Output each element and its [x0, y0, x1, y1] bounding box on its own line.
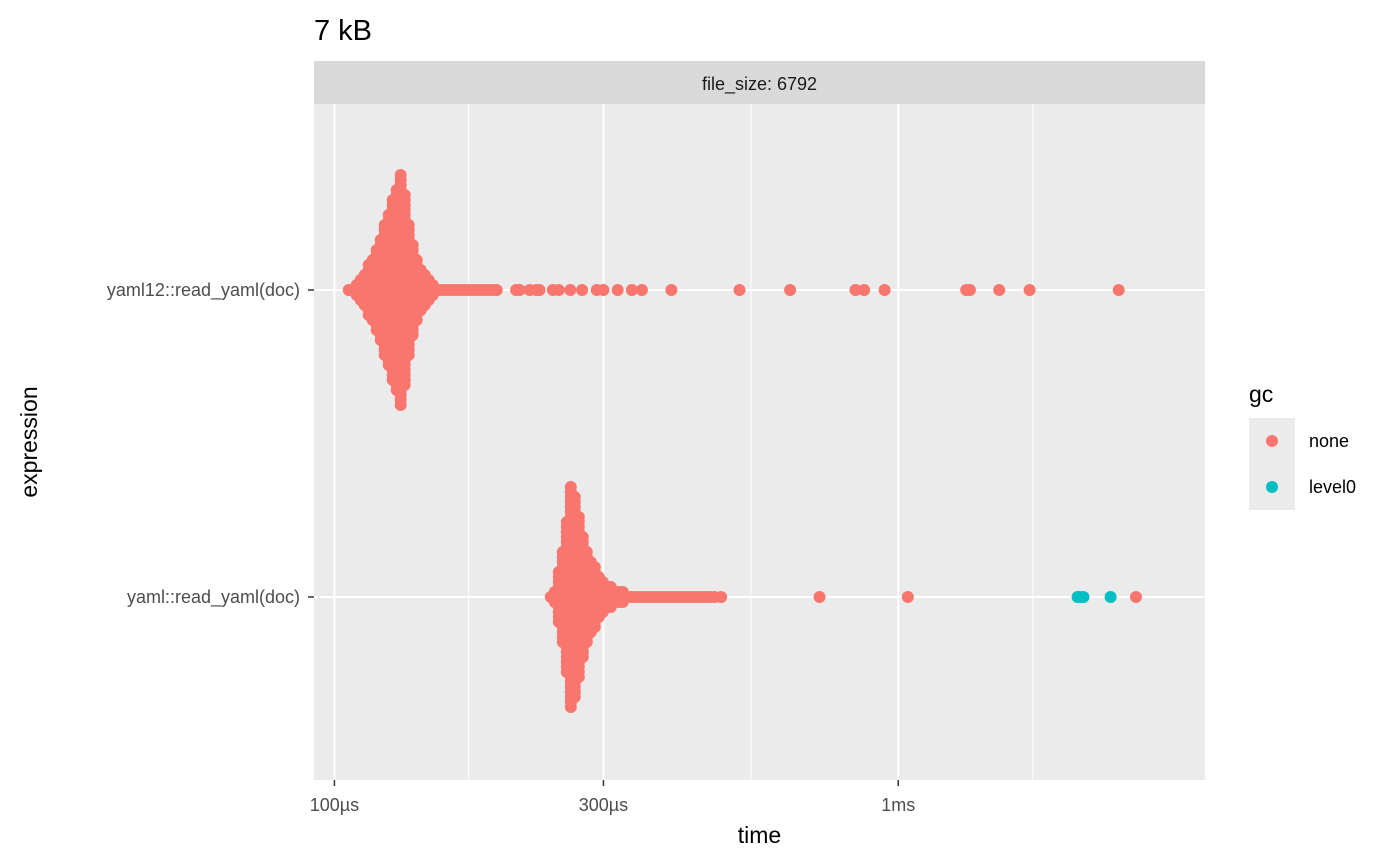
data-point-outlier — [993, 284, 1006, 296]
data-point-outlier — [963, 284, 976, 296]
data-point-outlier — [1077, 591, 1090, 603]
data-point-outlier — [1130, 591, 1142, 603]
data-point — [564, 701, 577, 713]
data-point-outlier — [733, 284, 746, 296]
legend-label-level0: level0 — [1309, 477, 1356, 497]
x-tick-label: 300µs — [579, 795, 628, 815]
data-point-outlier — [665, 284, 678, 296]
legend: gc none level0 — [1249, 381, 1356, 510]
data-point — [490, 284, 503, 296]
legend-key-level0 — [1266, 481, 1278, 493]
x-tick-label: 100µs — [310, 795, 359, 815]
data-point — [398, 379, 411, 391]
legend-label-none: none — [1309, 431, 1349, 451]
data-point — [410, 314, 423, 326]
data-point-outlier — [813, 591, 826, 603]
data-point-outlier — [784, 284, 797, 296]
data-point-outlier — [1023, 284, 1036, 296]
data-point — [568, 691, 581, 703]
legend-title: gc — [1249, 381, 1273, 407]
data-point — [394, 399, 407, 411]
data-point-outlier — [611, 284, 624, 296]
data-point-outlier — [564, 284, 577, 296]
data-point-outlier — [597, 284, 610, 296]
data-point — [402, 349, 415, 361]
data-point-outlier — [635, 284, 648, 296]
data-point-outlier — [715, 591, 728, 603]
data-point-outlier — [533, 284, 546, 296]
plot-panel — [314, 104, 1205, 780]
data-point — [580, 636, 593, 648]
data-point-outlier — [1104, 591, 1117, 603]
data-point — [406, 329, 419, 341]
y-tick-label: yaml::read_yaml(doc) — [127, 587, 300, 608]
legend-key-background — [1249, 418, 1295, 510]
data-point — [576, 651, 589, 663]
data-point-outlier — [625, 284, 638, 296]
chart-title: 7 kB — [314, 15, 372, 47]
facet-strip — [314, 61, 1205, 104]
data-point-outlier — [552, 284, 565, 296]
x-axis-title: time — [738, 822, 781, 848]
data-point-outlier — [513, 284, 526, 296]
y-tick-label: yaml12::read_yaml(doc) — [107, 280, 300, 301]
data-point — [572, 671, 585, 683]
data-points — [342, 169, 1142, 713]
legend-key-none — [1266, 435, 1278, 447]
x-tick-label: 1ms — [881, 795, 915, 815]
data-point-outlier — [576, 284, 589, 296]
data-point-outlier — [1112, 284, 1125, 296]
y-axis: yaml12::read_yaml(doc)yaml::read_yaml(do… — [107, 280, 314, 608]
data-point-outlier — [901, 591, 914, 603]
facet-strip-label: file_size: 6792 — [702, 74, 817, 95]
data-point-outlier — [878, 284, 891, 296]
minor-gridlines — [468, 104, 1034, 780]
y-axis-title: expression — [16, 386, 42, 497]
data-point-outlier — [849, 284, 862, 296]
data-point-outlier — [858, 284, 871, 296]
data-point — [588, 621, 601, 633]
x-axis: 100µs 300µs 1ms — [310, 780, 915, 815]
